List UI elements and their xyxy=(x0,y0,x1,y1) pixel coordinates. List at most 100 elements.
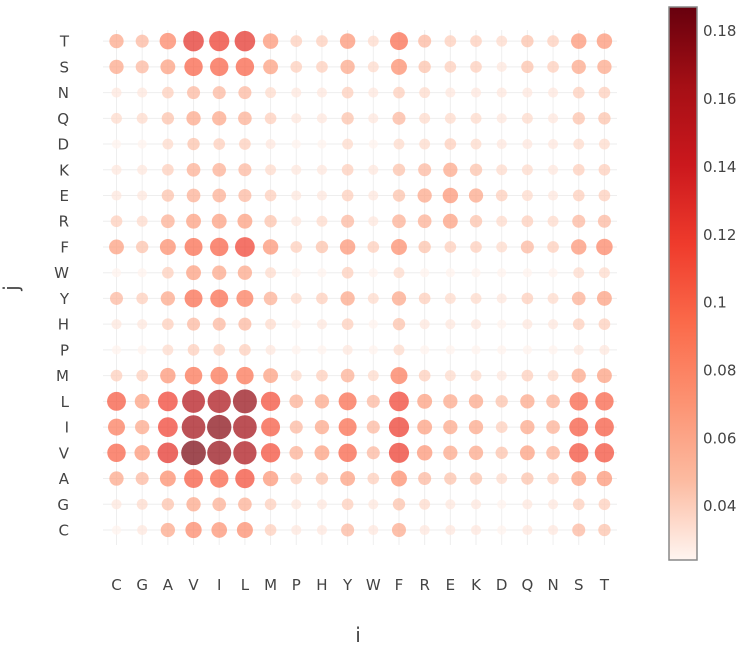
bubble-S-Q xyxy=(572,112,585,125)
bubble-S-M xyxy=(571,368,586,383)
bubble-N-K xyxy=(548,164,559,175)
bubble-M-L xyxy=(260,391,281,412)
bubble-Q-K xyxy=(521,164,533,176)
bubble-S-N xyxy=(572,86,585,99)
bubble-R-T xyxy=(418,34,432,48)
bubble-P-F xyxy=(290,241,303,253)
bubble-R-Y xyxy=(418,292,431,305)
bubble-P-W xyxy=(291,268,301,278)
bubble-M-Q xyxy=(264,112,277,125)
bubble-R-D xyxy=(419,138,431,150)
bubble-Y-L xyxy=(338,392,357,411)
bubble-M-K xyxy=(265,164,277,176)
bubble-T-K xyxy=(598,163,611,176)
bubble-T-S xyxy=(597,59,612,74)
bubble-N-L xyxy=(546,394,560,409)
bubble-C-W xyxy=(111,268,122,278)
bubble-N-D xyxy=(548,139,559,150)
bubble-A-C xyxy=(160,522,175,538)
bubble-L-M xyxy=(236,366,254,385)
bubble-H-G xyxy=(316,499,327,510)
bubble-V-H xyxy=(187,317,201,331)
x-tick-label: Y xyxy=(342,576,353,594)
bubble-W-L xyxy=(366,394,380,408)
bubble-D-A xyxy=(496,473,508,484)
bubble-K-M xyxy=(470,370,482,382)
bubble-R-Q xyxy=(419,112,431,124)
bubble-E-Y xyxy=(444,292,456,304)
bubble-N-S xyxy=(547,61,559,73)
bubble-C-L xyxy=(107,391,126,411)
y-tick-label: K xyxy=(59,161,70,179)
bubble-I-F xyxy=(210,237,229,257)
y-tick-label: C xyxy=(59,522,69,540)
bubble-W-W xyxy=(368,268,378,278)
bubble-I-A xyxy=(210,469,229,488)
x-axis-title: i xyxy=(355,623,361,645)
bubble-Q-V xyxy=(519,445,535,461)
bubble-T-L xyxy=(595,392,614,411)
colorbar-gradient xyxy=(668,6,698,561)
bubble-Q-Q xyxy=(521,112,533,124)
bubble-Y-P xyxy=(342,344,353,355)
bubble-V-Y xyxy=(184,289,203,308)
bubble-S-A xyxy=(571,471,587,486)
y-tick-label: Q xyxy=(57,110,69,128)
bubble-D-K xyxy=(496,164,508,176)
bubble-G-Y xyxy=(136,292,149,305)
bubble-F-I xyxy=(388,416,410,438)
bubble-V-S xyxy=(184,57,203,77)
colorbar-tick-label: 0.1 xyxy=(703,294,727,312)
bubble-H-E xyxy=(316,190,327,201)
bubble-C-E xyxy=(111,190,122,201)
bubble-C-Y xyxy=(109,291,124,305)
bubble-C-M xyxy=(110,369,123,382)
bubble-V-T xyxy=(183,30,204,52)
bubble-D-E xyxy=(495,189,508,202)
bubble-P-R xyxy=(291,216,302,227)
bubble-I-L xyxy=(207,389,231,413)
bubble-Y-V xyxy=(338,443,357,463)
bubble-S-F xyxy=(571,239,587,255)
bubble-D-T xyxy=(496,35,508,47)
bubble-G-I xyxy=(135,419,150,435)
bubble-H-C xyxy=(316,524,327,536)
bubble-G-Q xyxy=(136,112,148,124)
bubble-I-S xyxy=(210,57,229,77)
bubble-S-V xyxy=(569,443,589,463)
bubble-H-W xyxy=(317,268,327,278)
bubble-W-A xyxy=(367,472,380,485)
bubble-M-V xyxy=(260,443,281,463)
bubble-N-F xyxy=(547,241,559,253)
bubble-W-M xyxy=(367,370,379,382)
bubble-Q-N xyxy=(522,87,533,98)
bubble-E-E xyxy=(442,187,459,204)
bubble-V-N xyxy=(187,86,201,100)
bubble-C-Q xyxy=(111,112,122,124)
bubble-F-M xyxy=(390,367,408,385)
y-tick-label: A xyxy=(59,470,70,488)
x-tick-label: D xyxy=(496,576,508,594)
bubble-T-C xyxy=(598,523,611,537)
bubble-R-I xyxy=(417,419,433,435)
bubble-V-F xyxy=(184,237,203,256)
bubble-Y-D xyxy=(342,138,354,150)
bubble-S-H xyxy=(572,318,585,330)
bubble-C-N xyxy=(111,87,122,98)
bubble-V-L xyxy=(182,389,206,413)
bubble-Q-W xyxy=(522,268,532,278)
bubble-L-E xyxy=(238,188,252,203)
bubble-N-G xyxy=(548,499,559,510)
bubble-P-P xyxy=(291,345,301,355)
colorbar-tick-label: 0.14 xyxy=(703,158,736,176)
bubble-A-P xyxy=(162,344,174,356)
bubble-A-G xyxy=(161,498,175,511)
bubble-F-S xyxy=(391,58,407,75)
bubble-E-L xyxy=(443,394,458,409)
bubble-R-K xyxy=(418,163,432,177)
bubble-T-Y xyxy=(596,291,612,306)
bubble-G-R xyxy=(136,215,148,227)
bubble-H-S xyxy=(316,61,328,73)
bubble-F-G xyxy=(392,498,406,511)
bubble-I-K xyxy=(212,162,227,177)
